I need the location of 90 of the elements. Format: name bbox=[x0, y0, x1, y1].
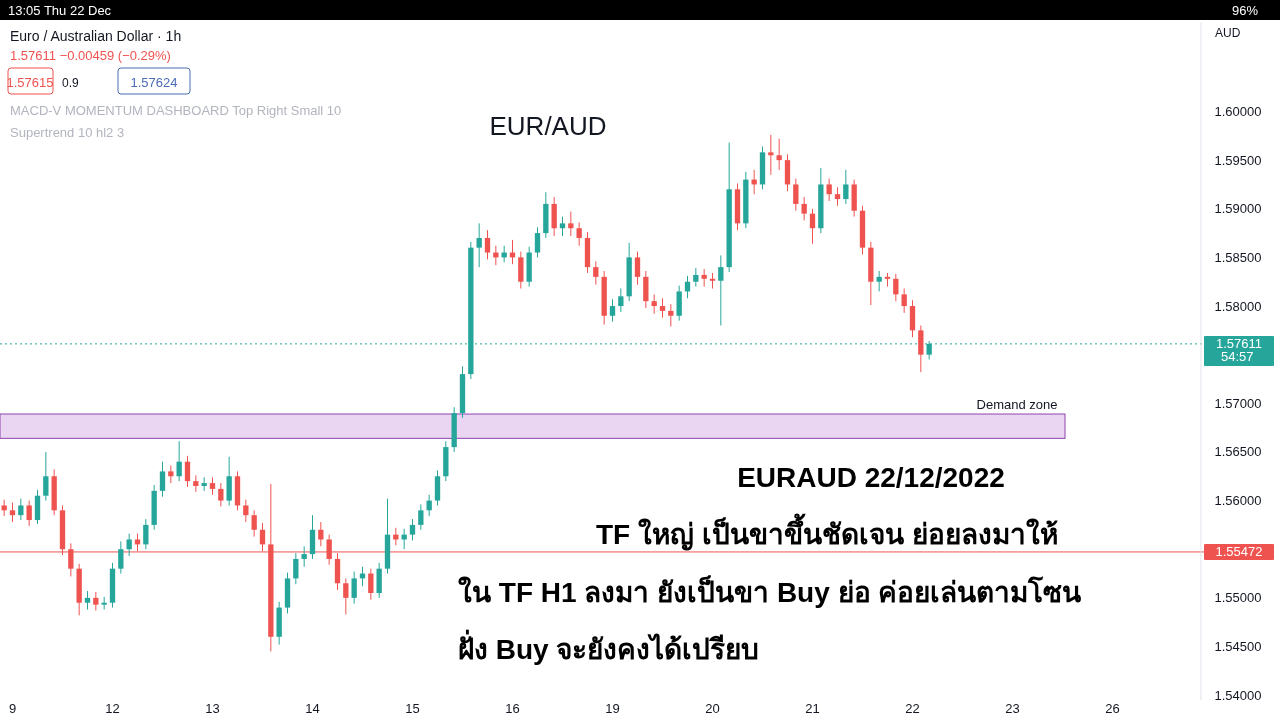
candlestick bbox=[576, 221, 582, 247]
candlestick bbox=[409, 518, 416, 541]
candlestick bbox=[84, 590, 91, 611]
candlestick bbox=[484, 229, 491, 260]
candlestick bbox=[718, 254, 724, 326]
text: 13:05 Thu 22 Dec bbox=[8, 3, 112, 18]
candlestick bbox=[809, 208, 816, 245]
candlestick bbox=[9, 502, 16, 523]
annotation: Supertrend 10 hl2 3 bbox=[10, 125, 125, 140]
candlestick bbox=[351, 571, 357, 605]
candlestick bbox=[634, 251, 641, 286]
candlestick bbox=[609, 298, 616, 323]
x-tick-label: 21 bbox=[805, 701, 820, 716]
candlestick bbox=[693, 267, 699, 288]
candlestick bbox=[901, 288, 907, 314]
candlestick bbox=[593, 260, 599, 286]
candlestick bbox=[176, 440, 182, 482]
text: AUD bbox=[1215, 26, 1241, 40]
y-tick-label: 1.58000 bbox=[1214, 298, 1262, 314]
x-tick-label: 9 bbox=[8, 701, 17, 716]
candlestick bbox=[776, 138, 782, 171]
x-tick-label: 16 bbox=[505, 701, 520, 716]
candlestick bbox=[26, 500, 32, 527]
annotation: MACD-V MOMENTUM DASHBOARD Top Right Small 10 bbox=[10, 103, 342, 118]
candlestick bbox=[418, 503, 424, 531]
x-tick-label: 13 bbox=[205, 701, 220, 716]
candlestick bbox=[843, 169, 849, 205]
candlestick bbox=[534, 226, 541, 258]
candlestick bbox=[826, 178, 832, 202]
y-tick-label: 1.56500 bbox=[1214, 444, 1262, 460]
x-tick-label: 26 bbox=[1105, 701, 1120, 716]
candlestick bbox=[876, 270, 882, 292]
candlestick bbox=[118, 540, 124, 575]
candlestick bbox=[43, 451, 49, 502]
annotation: ใน TF H1 ลงมา ยังเป็นขา Buy ย่อ ค่อยเล่นตามโซน bbox=[458, 575, 1082, 608]
candlestick bbox=[801, 196, 807, 221]
x-tick-label: 22 bbox=[905, 701, 920, 716]
candlestick bbox=[126, 533, 132, 557]
text: EUR/AUD bbox=[489, 111, 607, 141]
annotation: Euro / Australian Dollar · 1h bbox=[10, 28, 182, 44]
candlestick bbox=[893, 273, 899, 302]
candlestick bbox=[651, 293, 657, 315]
candlestick bbox=[476, 222, 482, 268]
y-tick-label: 1.59000 bbox=[1214, 201, 1262, 217]
candlestick bbox=[368, 568, 374, 601]
candlestick bbox=[301, 545, 307, 568]
text: 96% bbox=[1232, 3, 1259, 18]
candlestick bbox=[493, 245, 499, 266]
candlestick bbox=[768, 134, 774, 176]
candlestick bbox=[243, 499, 249, 523]
candlestick bbox=[184, 455, 191, 488]
x-tick-label: 20 bbox=[705, 701, 720, 716]
candlestick bbox=[159, 461, 166, 498]
candlestick bbox=[618, 288, 624, 313]
candlestick bbox=[668, 303, 674, 327]
candlestick bbox=[143, 518, 149, 550]
annotation: EURAUD 22/12/2022 bbox=[737, 462, 1005, 493]
y-tick-label: 1.55000 bbox=[1214, 590, 1262, 606]
y-tick-label: 1.54500 bbox=[1214, 639, 1262, 654]
candlestick bbox=[93, 591, 99, 612]
y-tick-label: 1.58500 bbox=[1214, 249, 1262, 265]
x-tick-label: 19 bbox=[605, 701, 620, 716]
annotation: 1.57611 −0.00459 (−0.29%) bbox=[10, 48, 171, 63]
candlestick bbox=[218, 482, 224, 507]
annotation: 1.57615 bbox=[6, 75, 54, 90]
annotation: 1.57624 bbox=[130, 75, 178, 90]
y-tick-label: 1.56000 bbox=[1214, 493, 1262, 509]
candlestick bbox=[568, 211, 574, 237]
band-label: Demand zone bbox=[976, 397, 1058, 413]
candlestick bbox=[251, 509, 257, 538]
annotation: TF ใหญ่ เป็นขาขึ้นชัดเจน ย่อยลงมาให้ bbox=[596, 513, 1058, 551]
annotation: ฝั่ง Buy จะยังคงได้เปรียบ bbox=[458, 629, 760, 665]
y-tick-label: 1.60000 bbox=[1214, 103, 1262, 119]
ref-line-label: 1.55472 bbox=[1215, 544, 1263, 560]
y-tick-label: 1.59500 bbox=[1214, 152, 1262, 168]
candlestick bbox=[293, 552, 299, 585]
candlestick bbox=[559, 216, 566, 237]
candlestick bbox=[318, 521, 324, 547]
candlestick bbox=[18, 498, 24, 521]
x-tick-label: 12 bbox=[105, 701, 120, 716]
y-tick-label: 1.54000 bbox=[1214, 687, 1262, 703]
candlestick bbox=[343, 577, 349, 615]
x-tick-label: 14 bbox=[305, 701, 320, 716]
x-tick-label: 15 bbox=[405, 701, 420, 716]
x-tick-label: 23 bbox=[1005, 701, 1020, 716]
y-tick-label: 1.57000 bbox=[1214, 395, 1262, 411]
candlestick bbox=[834, 186, 841, 207]
candlestick bbox=[659, 297, 666, 319]
candlestick bbox=[793, 178, 799, 212]
annotation: 0.9 bbox=[62, 76, 80, 90]
